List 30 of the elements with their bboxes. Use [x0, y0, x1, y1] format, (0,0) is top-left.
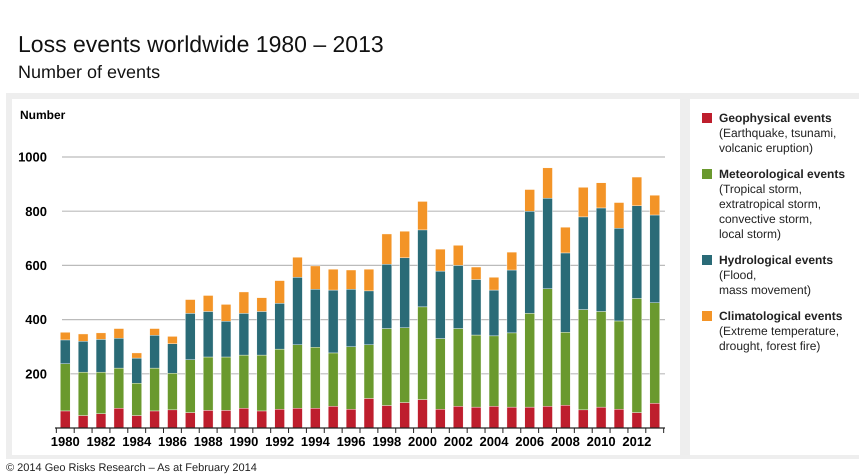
legend-label: Meteorological events (Tropical storm, extratropical storm, convective storm, local storm) — [719, 167, 846, 241]
y-tick-label: 200 — [25, 366, 47, 382]
x-tick-label: 1986 — [158, 434, 187, 449]
legend-label: Hydrological events (Flood, mass movement) — [719, 253, 834, 297]
y-tick-label: 1000 — [18, 150, 47, 165]
x-tick-label: 1990 — [229, 434, 258, 449]
x-tick-label: 1982 — [86, 434, 116, 449]
y-tick-label: 600 — [25, 258, 47, 273]
x-tick-label: 1998 — [372, 434, 402, 449]
x-tick-label: 2002 — [444, 434, 473, 449]
x-tick-label: 1994 — [300, 434, 331, 449]
x-tick-label: 2000 — [408, 434, 437, 449]
chart-subtitle: Number of events — [18, 62, 160, 82]
x-tick-label: 2010 — [586, 434, 616, 449]
x-tick-label: 2004 — [480, 434, 510, 449]
x-tick-label: 1996 — [336, 434, 366, 449]
x-tick-label: 1980 — [50, 434, 80, 449]
chart-title: Loss events worldwide 1980 – 2013 — [18, 31, 384, 57]
legend-label: Geophysical events (Earthquake, tsunami, volcanic eruption) — [719, 111, 836, 155]
y-axis-title: Number — [20, 108, 66, 122]
y-tick-label: 800 — [25, 204, 47, 219]
x-tick-label: 2012 — [622, 434, 652, 449]
y-tick-label: 400 — [25, 312, 47, 328]
x-tick-label: 2008 — [550, 434, 580, 449]
x-tick-label: 1984 — [122, 434, 152, 449]
x-tick-label: 2006 — [515, 434, 544, 449]
x-tick-label: 1988 — [194, 434, 223, 449]
legend-label: Climatological events (Extreme temperature, drought, forest fire) — [719, 309, 843, 353]
x-tick-label: 1992 — [265, 434, 294, 449]
text: © 2014 Geo Risks Research – As at February 2014 — [6, 462, 257, 474]
